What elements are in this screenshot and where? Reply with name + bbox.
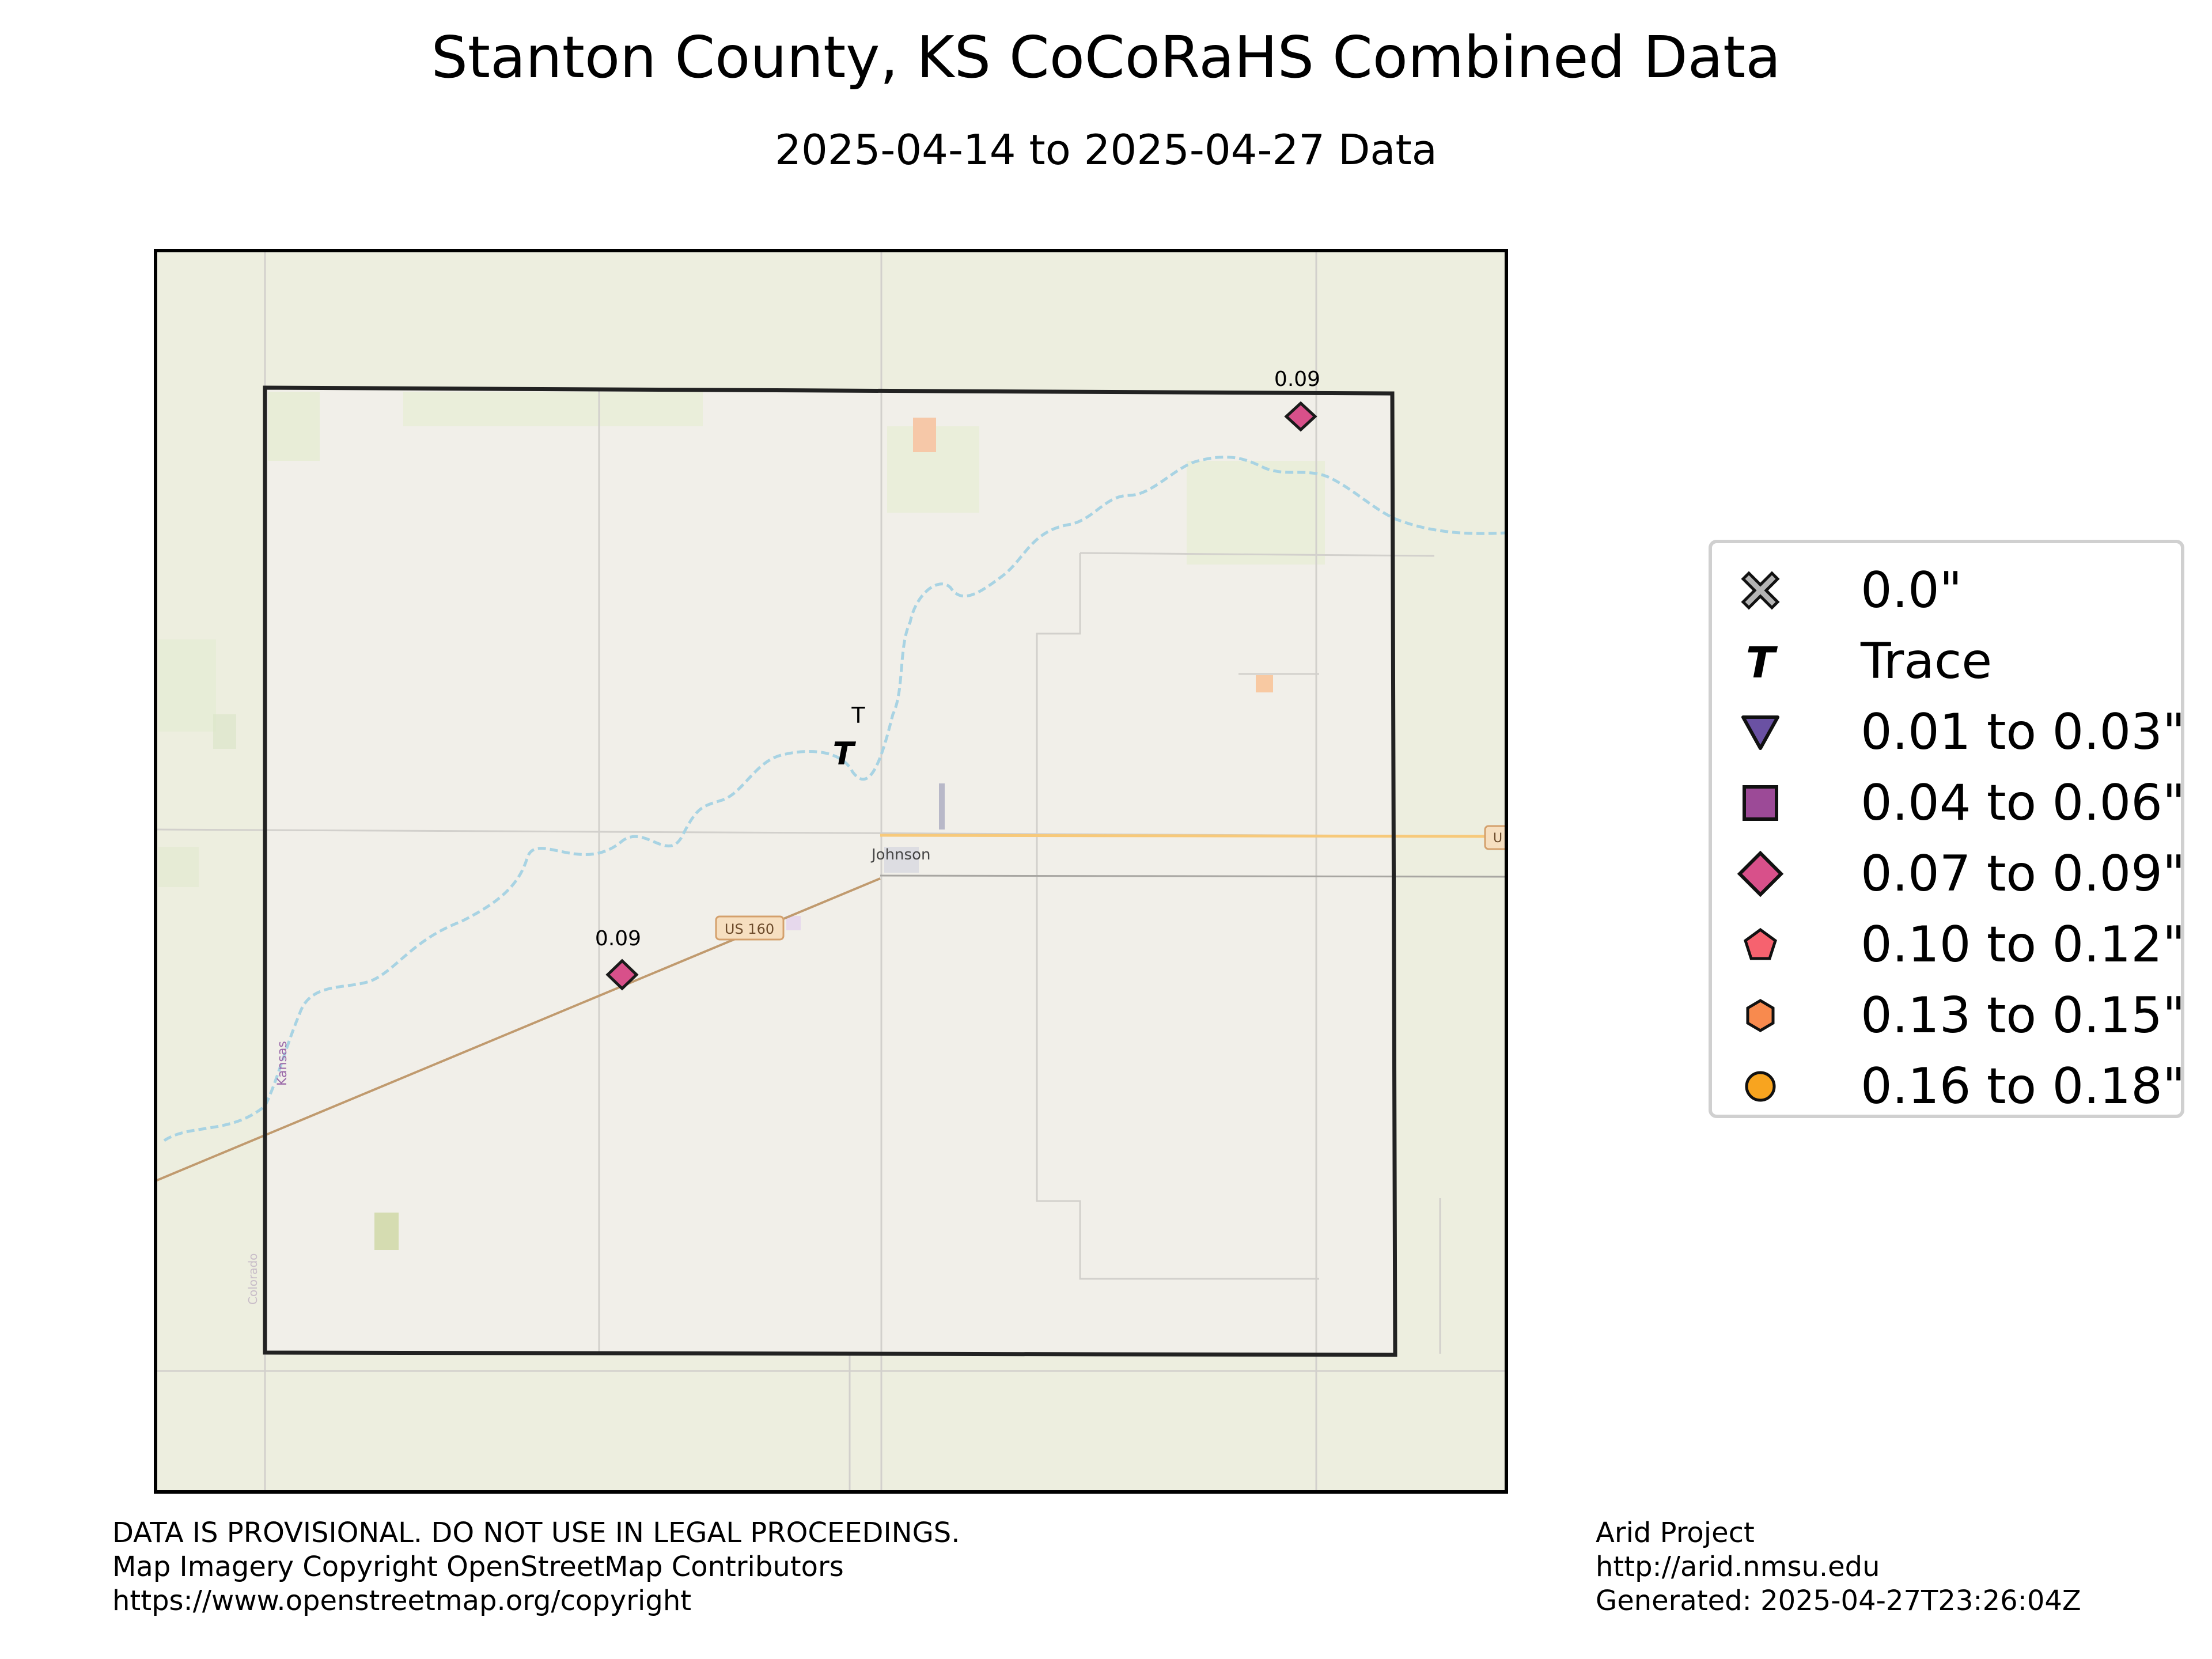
vegetation-patch — [403, 392, 703, 426]
hexagon-icon — [1746, 999, 1775, 1032]
diamond-icon — [1737, 850, 1784, 897]
station-value-label: 0.09 — [1274, 368, 1320, 391]
river — [163, 456, 1506, 1142]
diamond-marker — [605, 959, 639, 991]
svg-text:T: T — [1746, 638, 1778, 685]
vegetation-patch — [1187, 461, 1325, 565]
legend-item: T Trace — [1712, 626, 2181, 696]
legend-label: 0.07 to 0.09" — [1861, 845, 2186, 903]
vegetation-patch — [158, 847, 199, 887]
built-area — [884, 847, 919, 873]
town-label: Johnson — [870, 846, 930, 863]
chart-subtitle: 2025-04-14 to 2025-04-27 Data — [775, 126, 1437, 174]
vegetation-patch — [213, 714, 236, 749]
built-area — [786, 916, 801, 930]
legend-item: 0.0" — [1712, 555, 2181, 626]
station-value-label: T — [851, 703, 865, 728]
state-label: Kansas — [275, 1041, 290, 1086]
county-fill — [265, 388, 1395, 1355]
legend-item: 0.01 to 0.03" — [1712, 696, 2186, 767]
legend-label: 0.0" — [1861, 562, 1963, 619]
trace-t-icon: T — [1746, 638, 1778, 685]
diamond-marker — [1284, 401, 1317, 432]
edge-shield-label: U — [1493, 831, 1502, 846]
vegetation-patch — [268, 392, 320, 461]
trace-marker: T — [833, 736, 857, 772]
orange-patch — [913, 418, 936, 452]
map-frame — [154, 249, 1508, 1494]
square-icon — [1743, 785, 1778, 821]
edge-shield — [1484, 825, 1506, 850]
footer-line: DATA IS PROVISIONAL. DO NOT USE IN LEGAL… — [112, 1517, 960, 1549]
footer-credits: Arid Project http://arid.nmsu.edu Generate… — [1596, 1516, 2081, 1618]
vegetation-patch — [158, 639, 216, 732]
legend-label: Trace — [1861, 632, 1993, 690]
station-marker: 0.09 — [595, 927, 641, 991]
chart-title: Stanton County, KS CoCoRaHS Combined Dat… — [431, 24, 1781, 91]
footer-line: https://www.openstreetmap.org/copyright — [112, 1585, 692, 1617]
us160-shield-label: US 160 — [725, 921, 774, 937]
river-label: Colorado — [246, 1253, 260, 1305]
footer-line: http://arid.nmsu.edu — [1596, 1551, 1880, 1583]
vegetation-patch — [374, 1213, 399, 1250]
us160-shield — [715, 915, 785, 941]
station-value-label: 0.09 — [595, 927, 641, 950]
footer-line: Map Imagery Copyright OpenStreetMap Cont… — [112, 1551, 844, 1583]
triangle-down-icon — [1741, 715, 1779, 750]
footer-disclaimer: DATA IS PROVISIONAL. DO NOT USE IN LEGAL… — [112, 1516, 960, 1618]
circle-icon — [1745, 1071, 1776, 1102]
legend-item: 0.04 to 0.06" — [1712, 767, 2186, 838]
legend-label: 0.04 to 0.06" — [1861, 774, 2186, 832]
legend-label: 0.13 to 0.15" — [1861, 987, 2186, 1044]
orange-patch — [1256, 675, 1273, 692]
station-marker: 0.09 — [1274, 368, 1320, 432]
station-marker: T T — [833, 703, 866, 772]
basemap: US 160 U Johnson Kansas Colorado — [156, 251, 1506, 1492]
x-marker-icon — [1741, 571, 1780, 610]
road — [880, 874, 1506, 878]
state-highway — [880, 834, 1506, 838]
legend-label: 0.10 to 0.12" — [1861, 916, 2186, 974]
pentagon-icon — [1744, 927, 1777, 960]
legend-label: 0.16 to 0.18" — [1861, 1058, 2186, 1115]
county-border — [263, 385, 1397, 1357]
legend-item: 0.13 to 0.15" — [1712, 980, 2186, 1051]
legend-item: 0.10 to 0.12" — [1712, 909, 2186, 980]
legend-label: 0.01 to 0.03" — [1861, 703, 2186, 761]
legend: 0.0" T Trace 0.01 to 0.03" 0.04 to 0.06"… — [1709, 540, 2186, 1118]
footer-line: Arid Project — [1596, 1517, 1755, 1549]
legend-item: 0.16 to 0.18" — [1712, 1051, 2186, 1122]
legend-item: 0.07 to 0.09" — [1712, 838, 2186, 909]
built-area — [939, 783, 945, 830]
footer-line: Generated: 2025-04-27T23:26:04Z — [1596, 1585, 2081, 1617]
